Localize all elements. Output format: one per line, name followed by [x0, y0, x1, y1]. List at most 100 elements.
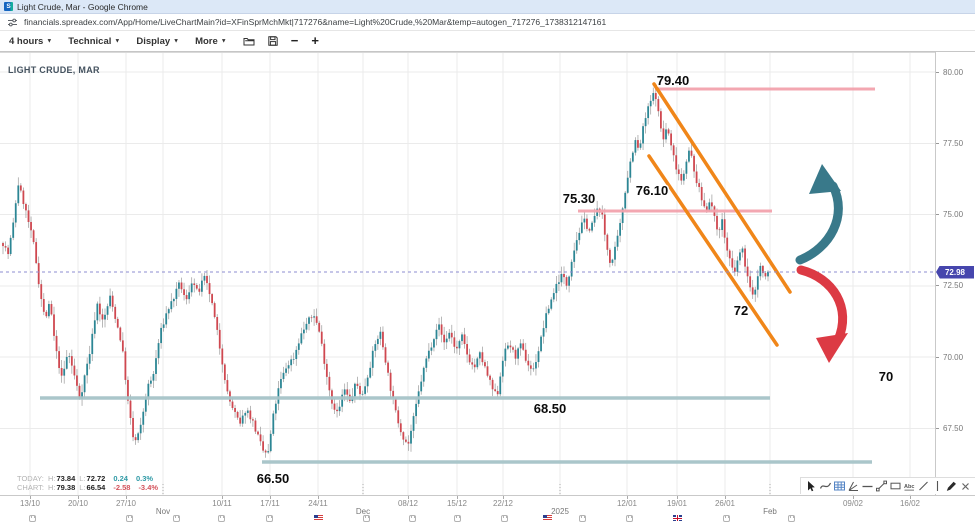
diagonal-line-tool[interactable]	[918, 480, 929, 492]
price-axis-label: 70.00	[943, 352, 964, 362]
down-scenario-arrow	[796, 265, 847, 345]
calendar-event-icon[interactable]	[126, 515, 133, 522]
candle	[328, 376, 331, 391]
today-pct: 0.3%	[135, 474, 154, 483]
svg-text:Abc: Abc	[904, 484, 914, 490]
grid-tool[interactable]	[834, 480, 845, 492]
candle	[124, 351, 127, 380]
candle	[292, 358, 295, 360]
candle	[280, 379, 282, 389]
us-flag-icon[interactable]	[543, 515, 552, 521]
price-annotation: 79.40	[657, 73, 690, 88]
candle	[733, 267, 736, 272]
trendline-tool[interactable]	[876, 480, 887, 492]
menu-more[interactable]: More ▼	[195, 36, 227, 47]
candlestick-chart[interactable]: 79.40 76.10 75.30 72 70 68.50 66.50	[0, 52, 935, 495]
us-flag-icon[interactable]	[314, 515, 323, 521]
calendar-event-icon[interactable]	[29, 515, 36, 522]
price-tick	[936, 142, 939, 144]
candle	[223, 364, 226, 381]
price-axis[interactable]: 80.00 77.50 75.00 72.50 70.00 67.50 72.98	[935, 52, 975, 495]
chart-canvas[interactable]: 79.40 76.10 75.30 72 70 68.50 66.50 LIGHT CRUD…	[0, 52, 935, 495]
candle	[621, 208, 624, 224]
candle	[389, 372, 392, 391]
candle	[104, 314, 106, 320]
close-tool[interactable]	[960, 480, 971, 492]
candle	[264, 450, 267, 453]
candle	[221, 348, 224, 365]
today-high: 73.84	[56, 474, 76, 483]
candle	[392, 390, 395, 399]
window-titlebar[interactable]: S Light Crude, Mar - Google Chrome	[0, 0, 975, 14]
candle	[336, 409, 338, 412]
date-tick	[30, 496, 31, 499]
candle	[606, 234, 609, 250]
candle	[700, 187, 703, 201]
fan-lines-tool[interactable]	[848, 480, 859, 492]
candle	[529, 365, 532, 369]
candle	[654, 93, 657, 100]
select-tool[interactable]	[806, 480, 817, 492]
candle	[754, 289, 757, 295]
candle	[435, 329, 438, 340]
text-tool[interactable]: Abc	[904, 480, 915, 492]
calendar-event-icon[interactable]	[363, 515, 370, 522]
drawing-toolbar: Abc	[800, 477, 975, 494]
menu-technical[interactable]: Technical ▼	[68, 36, 120, 47]
horizontal-line-tool[interactable]	[862, 480, 873, 492]
candle	[127, 379, 129, 401]
calendar-event-icon[interactable]	[266, 515, 273, 522]
candle	[25, 204, 27, 211]
candle	[486, 366, 489, 376]
text-abc-icon: Abc	[904, 484, 914, 491]
calendar-event-icon[interactable]	[454, 515, 461, 522]
address-url[interactable]: financials.spreadex.com/App/Home/LiveCha…	[24, 17, 607, 27]
candle	[425, 358, 428, 368]
menu-label: Technical	[68, 35, 112, 47]
calendar-event-icon[interactable]	[173, 515, 180, 522]
candle	[201, 280, 203, 292]
menu-4-hours[interactable]: 4 hours ▼	[9, 36, 52, 47]
candle	[473, 364, 476, 368]
pencil-tool[interactable]	[946, 480, 957, 492]
calendar-event-icon[interactable]	[218, 515, 225, 522]
calendar-event-icon[interactable]	[788, 515, 795, 522]
rectangle-tool[interactable]	[890, 480, 901, 492]
calendar-event-icon[interactable]	[409, 515, 416, 522]
uk-flag-icon[interactable]	[673, 515, 682, 521]
zoom-in-button[interactable]: +	[311, 33, 319, 48]
chart-change: -2.58	[113, 483, 131, 492]
date-axis[interactable]: 13/10 20/10 27/10 10/11 17/11 24/11 08/12 15/12…	[0, 495, 975, 525]
freehand-tool[interactable]	[820, 480, 831, 492]
chevron-down-icon: ▼	[114, 38, 121, 45]
vertical-line-tool[interactable]	[932, 480, 943, 492]
calendar-event-icon[interactable]	[579, 515, 586, 522]
save-chart-button[interactable]	[268, 36, 278, 46]
candle	[762, 265, 764, 274]
calendar-event-icon[interactable]	[723, 515, 730, 522]
calendar-event-icon[interactable]	[501, 515, 508, 522]
candle	[746, 266, 749, 277]
zoom-out-button[interactable]: −	[290, 33, 299, 48]
price-stats: TODAY: H:73.84 L:72.72 0.24 0.3% CHART: H:79.…	[17, 475, 158, 493]
candle	[211, 294, 213, 304]
candle	[157, 343, 160, 359]
candle	[527, 360, 530, 366]
candle	[190, 283, 193, 293]
menu-display[interactable]: Display ▼	[136, 36, 179, 47]
candle	[624, 192, 627, 209]
candle	[677, 169, 680, 175]
date-axis-label: 13/10	[19, 499, 41, 508]
date-tick	[910, 496, 911, 499]
candle	[297, 343, 300, 350]
open-chart-button[interactable]	[243, 36, 255, 46]
calendar-event-icon[interactable]	[626, 515, 633, 522]
site-settings-icon[interactable]	[7, 17, 18, 28]
candle	[119, 327, 122, 341]
candle	[354, 383, 356, 397]
candle	[65, 356, 68, 369]
candle	[575, 240, 578, 251]
candle	[693, 155, 695, 172]
url-bar[interactable]: financials.spreadex.com/App/Home/LiveCha…	[0, 14, 975, 31]
candle	[45, 311, 48, 317]
